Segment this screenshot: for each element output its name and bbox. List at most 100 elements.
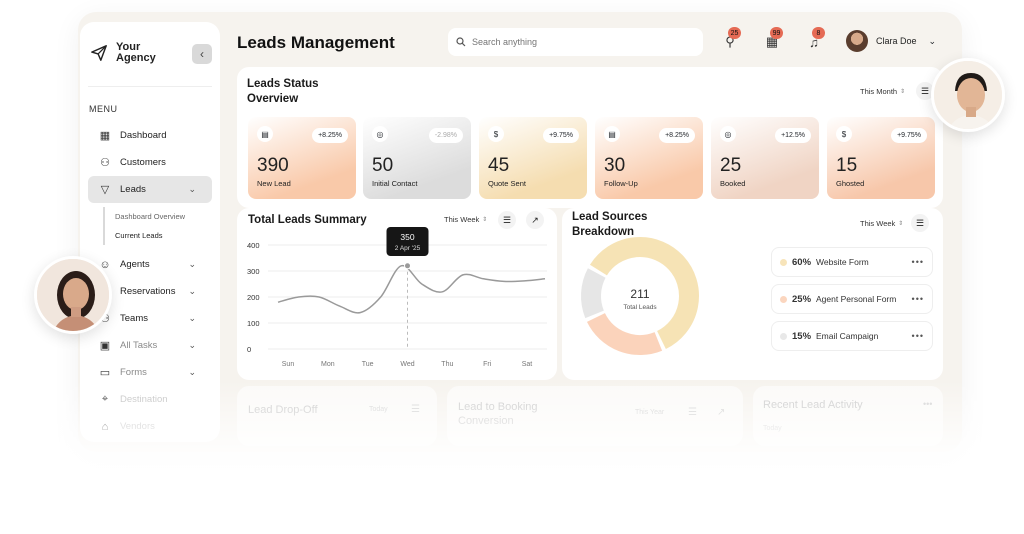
status-card[interactable]: $ +9.75% 15 Ghosted [827, 117, 935, 199]
sidebar-item-all-tasks[interactable]: ▣ All Tasks ⌄ [88, 332, 212, 359]
user-menu[interactable]: Clara Doe ⌄ [846, 30, 936, 52]
search-input[interactable] [472, 37, 672, 47]
pin-button[interactable]: ⚲ 25 [722, 27, 741, 50]
leads-status-panel: Leads Status Overview This Month ⇕ ☰ ▤ +8… [237, 67, 943, 208]
sidebar-item-label: All Tasks [120, 340, 158, 351]
subnav-dashboard-overview[interactable]: Dashboard Overview [115, 212, 186, 221]
chevron-down-icon: ⌄ [188, 184, 196, 194]
calendar-count-badge: 99 [770, 27, 783, 39]
period-filter[interactable]: Today [763, 425, 782, 432]
brand-logo[interactable]: Your Agency [90, 42, 160, 64]
total-leads-panel: Total Leads Summary This Week ⇕ ☰ ↗ 0 100… [237, 208, 557, 380]
lead-dropoff-panel: Lead Drop-Off Today ☰ [237, 386, 437, 446]
chevron-down-icon: ⌄ [928, 35, 937, 46]
lead-conversion-panel: Lead to Booking Conversion This Year ☰ ↗ [447, 386, 743, 446]
calendar-icon: ▤ [257, 126, 273, 142]
filter-lines-icon[interactable]: ☰ [411, 404, 420, 415]
period-filter[interactable]: This Week ⇕ [860, 219, 903, 228]
panel-title: Recent Lead Activity [763, 399, 863, 411]
status-card[interactable]: ▤ +8.25% 390 New Lead [248, 117, 356, 199]
source-agent-personal-form[interactable]: 25% Agent Personal Form ••• [771, 284, 933, 314]
man-portrait-icon [934, 61, 1002, 129]
donut-slice[interactable] [589, 237, 699, 350]
arrow-up-right-icon[interactable]: ↗ [717, 407, 726, 418]
target-icon: ◎ [372, 126, 388, 142]
sidebar-item-destination[interactable]: ⌖ Destination [88, 386, 212, 413]
series-line [277, 265, 546, 314]
sidebar-item-label: Reservations [120, 286, 176, 297]
panel-title: Lead Drop-Off [248, 404, 318, 416]
collapse-sidebar-button[interactable]: ‹ [192, 44, 212, 64]
sidebar-item-forms[interactable]: ▭ Forms ⌄ [88, 359, 212, 386]
legend-swatch [780, 332, 787, 340]
status-value: 25 [720, 155, 742, 176]
chevron-down-icon: ⌄ [188, 286, 196, 296]
sidebar-item-agents[interactable]: ☺ Agents ⌄ [88, 251, 212, 278]
status-label: Quote Sent [488, 179, 526, 188]
search-bar[interactable] [448, 28, 703, 56]
period-filter[interactable]: This Month ⇕ [860, 87, 905, 96]
donut-total-label: Total Leads [623, 304, 657, 311]
dollar-icon: $ [488, 126, 504, 142]
document-icon: ▭ [99, 367, 111, 379]
more-options-icon[interactable]: ••• [923, 399, 933, 409]
sidebar-item-leads[interactable]: ▽ Leads ⌄ [88, 176, 212, 203]
highlight-point[interactable] [404, 262, 411, 270]
more-options-icon[interactable]: ••• [911, 257, 924, 267]
sort-icon: ⇕ [482, 217, 488, 223]
change-badge: +12.5% [775, 128, 811, 143]
period-filter[interactable]: Today [369, 406, 388, 413]
sidebar-item-dashboard[interactable]: ▦ Dashboard [88, 122, 212, 149]
status-card[interactable]: $ +9.75% 45 Quote Sent [479, 117, 587, 199]
sidebar-item-customers[interactable]: ⚇ Customers [88, 149, 212, 176]
chevron-down-icon: ⌄ [188, 259, 196, 269]
sidebar-item-label: Destination [120, 394, 168, 405]
x-tick-label: Sun [282, 361, 295, 368]
sidebar: Your Agency ‹ MENU ▦ Dashboard ⚇ Custome… [80, 22, 220, 442]
change-badge: +8.25% [659, 128, 695, 143]
chevron-down-icon: ⌄ [188, 340, 196, 350]
notifications-button[interactable]: ♫ 8 [806, 27, 825, 50]
sidebar-item-teams[interactable]: ⚇ Teams ⌄ [88, 305, 212, 332]
source-label: Agent Personal Form [816, 294, 897, 304]
source-email-campaign[interactable]: 15% Email Campaign ••• [771, 321, 933, 351]
status-value: 390 [257, 155, 289, 176]
x-tick-label: Thu [441, 361, 453, 368]
sidebar-item-label: Teams [120, 313, 148, 324]
sidebar-item-label: Customers [120, 157, 166, 168]
status-card[interactable]: ▤ +8.25% 30 Follow-Up [595, 117, 703, 199]
filter-lines-icon: ☰ [920, 85, 930, 96]
divider [88, 86, 212, 87]
filter-button[interactable]: ☰ [498, 211, 516, 229]
donut-total-value: 211 [630, 287, 649, 301]
period-filter[interactable]: This Year [635, 409, 665, 416]
filter-button[interactable]: ☰ [916, 82, 934, 100]
change-badge: +9.75% [891, 128, 927, 143]
calendar-icon: ▣ [99, 340, 111, 352]
source-percent: 15% [792, 330, 812, 342]
more-options-icon[interactable]: ••• [911, 294, 924, 304]
status-card[interactable]: ◎ -2.98% 50 Initial Contact [363, 117, 471, 199]
source-website-form[interactable]: 60% Website Form ••• [771, 247, 933, 277]
person-avatar-left [34, 256, 112, 334]
donut-slice[interactable] [586, 312, 663, 355]
target-icon: ◎ [720, 126, 736, 142]
panel-title: Lead to Booking Conversion [458, 401, 538, 427]
period-filter[interactable]: This Week ⇕ [444, 215, 487, 224]
calendar-button[interactable]: ▦ 99 [764, 27, 783, 50]
source-label: Website Form [816, 257, 869, 267]
donut-slice[interactable] [581, 268, 606, 319]
filter-button[interactable]: ☰ [911, 214, 929, 232]
expand-button[interactable]: ↗ [526, 211, 544, 229]
y-tick-label: 400 [247, 241, 260, 250]
sidebar-item-vendors[interactable]: ⌂ Vendors [88, 413, 212, 440]
sidebar-item-label: Vendors [120, 421, 155, 432]
period-filter-value: This Week [860, 219, 896, 228]
filter-lines-icon[interactable]: ☰ [688, 407, 697, 418]
leads-subnav: Dashboard Overview Current Leads [103, 207, 212, 245]
status-card[interactable]: ◎ +12.5% 25 Booked [711, 117, 819, 199]
more-options-icon[interactable]: ••• [911, 331, 924, 341]
subnav-current-leads[interactable]: Current Leads [115, 231, 163, 240]
period-filter-value: This Month [860, 87, 898, 96]
source-percent: 25% [792, 293, 812, 305]
